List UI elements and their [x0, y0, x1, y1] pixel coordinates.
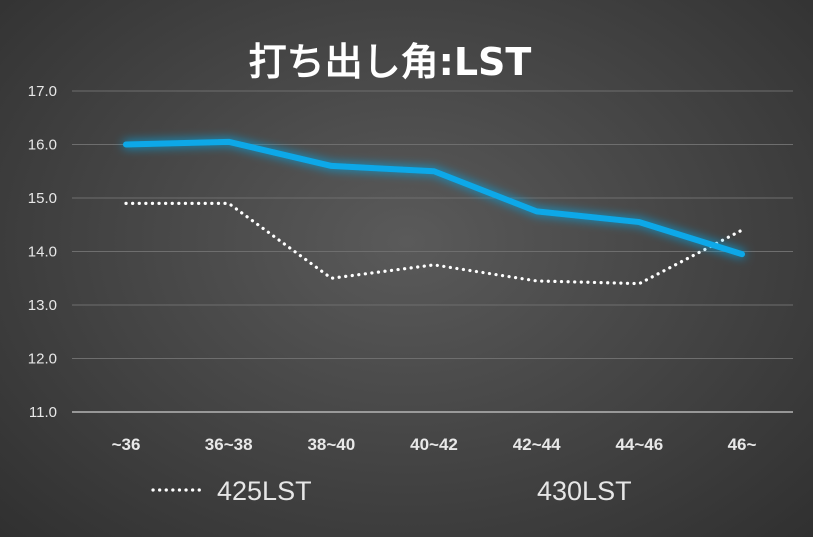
x-tick-label: 38~40: [307, 435, 355, 454]
legend-item-425LST: 425LST: [151, 476, 312, 506]
x-axis-ticks: ~36 36~38 38~40 40~42 42~44 44~46 46~: [112, 435, 757, 454]
x-tick-label: 44~46: [615, 435, 663, 454]
data-point: [741, 253, 743, 255]
series-lines: [123, 138, 745, 286]
y-tick-label: 14.0: [28, 244, 57, 261]
x-tick-label: 46~: [728, 435, 757, 454]
data-point: [433, 264, 435, 266]
x-tick-label: ~36: [112, 435, 141, 454]
data-point: [433, 170, 435, 172]
data-point: [228, 141, 230, 143]
series-line: [124, 201, 744, 286]
legend-label: 425LST: [217, 476, 312, 506]
data-point: [638, 283, 640, 285]
data-point: [638, 221, 640, 223]
y-axis-ticks: 11.0 12.0 13.0 14.0 15.0 16.0 17.0: [28, 83, 57, 421]
y-tick-label: 16.0: [28, 137, 57, 154]
y-tick-label: 11.0: [29, 404, 57, 421]
series-line: [123, 138, 745, 258]
legend-item-430LST: 430LST: [471, 476, 632, 506]
y-tick-label: 12.0: [28, 351, 57, 368]
data-point: [536, 210, 538, 212]
gridlines: [72, 90, 793, 413]
legend: 425LST 430LST: [151, 476, 632, 506]
y-tick-label: 15.0: [28, 190, 57, 207]
data-point: [741, 229, 743, 231]
y-tick-label: 13.0: [28, 297, 57, 314]
data-point: [125, 202, 127, 204]
data-point: [330, 165, 332, 167]
series-430LST: [123, 138, 745, 258]
chart-title: 打ち出し角:LST: [249, 40, 532, 84]
x-tick-label: 42~44: [513, 435, 561, 454]
y-tick-label: 17.0: [28, 83, 57, 100]
data-point: [228, 202, 230, 204]
x-tick-label: 40~42: [410, 435, 458, 454]
data-point: [536, 280, 538, 282]
legend-label: 430LST: [537, 476, 632, 506]
x-tick-label: 36~38: [205, 435, 253, 454]
series-425LST: [124, 201, 744, 286]
data-point: [125, 144, 127, 146]
data-point: [330, 277, 332, 279]
